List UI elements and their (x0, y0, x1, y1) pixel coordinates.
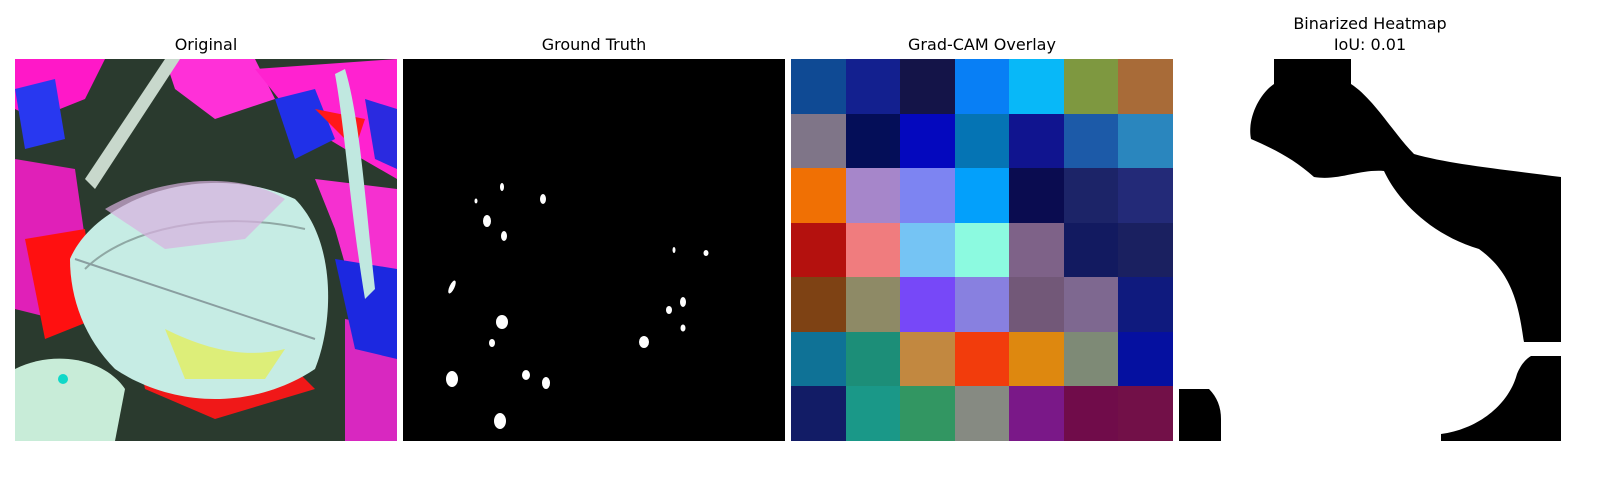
binarized-heatmap-image (1179, 59, 1561, 441)
mask-illustration (403, 59, 785, 441)
gradcam-cell (845, 386, 901, 441)
gradcam-cell (845, 222, 901, 278)
gradcam-cell (1009, 277, 1064, 332)
gradcam-cell (1009, 168, 1064, 223)
gradcam-cell (845, 331, 901, 387)
gradcam-cell (1009, 386, 1064, 441)
gradcam-cell (845, 277, 901, 332)
ground-truth-mask (403, 59, 785, 441)
iou-label: IoU: 0.01 (1333, 35, 1407, 54)
gradcam-cell (954, 386, 1010, 441)
gradcam-cell (900, 113, 955, 169)
panel-title-gradcam: Grad-CAM Overlay (908, 35, 1056, 54)
gradcam-cell (791, 331, 846, 387)
gradcam-cell (1118, 277, 1173, 332)
original-image (15, 59, 397, 441)
gradcam-cell (900, 168, 955, 223)
gradcam-cell (1118, 59, 1173, 114)
gradcam-overlay-image (791, 59, 1173, 441)
gradcam-cell (954, 331, 1010, 387)
gradcam-cell (1118, 168, 1173, 223)
gradcam-cell (845, 113, 901, 169)
gradcam-cell (1063, 168, 1119, 223)
gradcam-cell (1063, 331, 1119, 387)
gradcam-cell (1063, 277, 1119, 332)
gradcam-cell (1118, 113, 1173, 169)
gradcam-grid (791, 59, 1173, 441)
gradcam-cell (791, 113, 846, 169)
gradcam-cell (900, 386, 955, 441)
gradcam-cell (1063, 59, 1119, 114)
gradcam-cell (791, 386, 846, 441)
gradcam-cell (791, 222, 846, 278)
gradcam-cell (1009, 113, 1064, 169)
gradcam-cell (1063, 113, 1119, 169)
gradcam-cell (900, 277, 955, 332)
panel-title-ground-truth: Ground Truth (541, 35, 647, 54)
gradcam-cell (845, 168, 901, 223)
gradcam-cell (1118, 386, 1173, 441)
gradcam-cell (1009, 222, 1064, 278)
gradcam-cell (954, 59, 1010, 114)
gradcam-cell (1009, 59, 1064, 114)
gradcam-cell (1009, 331, 1064, 387)
gradcam-cell (900, 331, 955, 387)
gradcam-cell (1063, 222, 1119, 278)
gradcam-cell (954, 113, 1010, 169)
gradcam-cell (1118, 331, 1173, 387)
gradcam-cell (845, 59, 901, 114)
panel-title-original: Original (174, 35, 238, 54)
gradcam-cell (791, 59, 846, 114)
gradcam-cell (791, 168, 846, 223)
gradcam-cell (1118, 222, 1173, 278)
gradcam-cell (954, 222, 1010, 278)
gradcam-cell (900, 222, 955, 278)
gradcam-cell (954, 168, 1010, 223)
leaf-image-illustration (15, 59, 397, 441)
gradcam-cell (791, 277, 846, 332)
gradcam-cell (954, 277, 1010, 332)
gradcam-cell (1063, 386, 1119, 441)
gradcam-cell (900, 59, 955, 114)
binarized-mask-illustration (1179, 59, 1561, 441)
panel-title-binarized: Binarized Heatmap (1293, 14, 1447, 33)
